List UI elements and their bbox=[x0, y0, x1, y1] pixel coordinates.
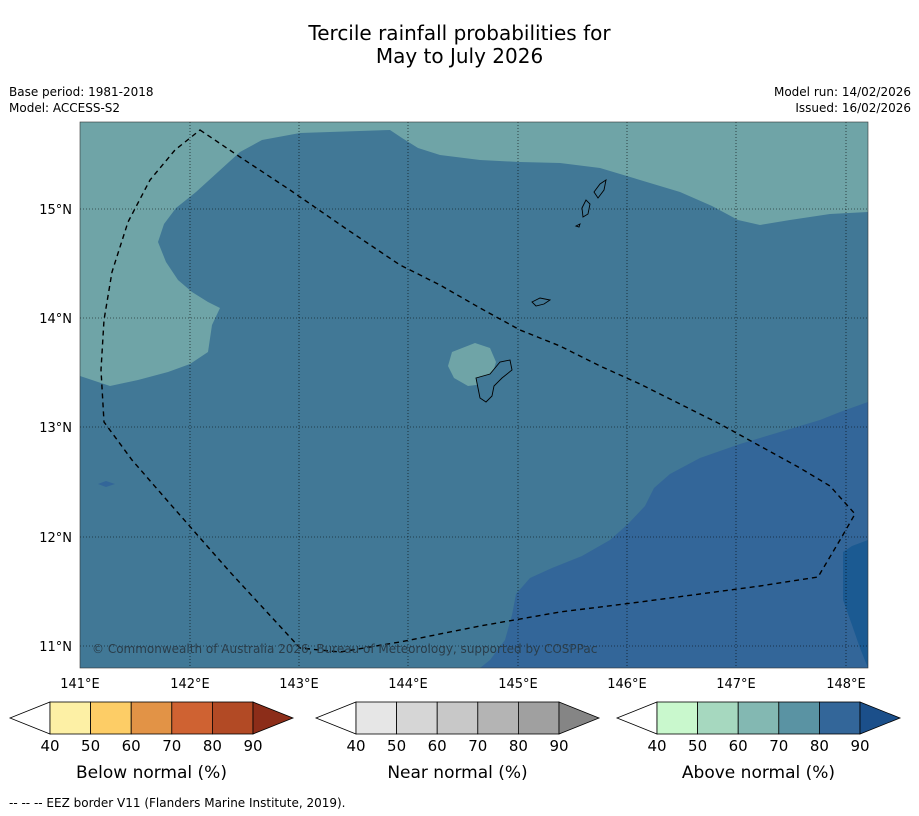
colorbar-tick-label: 60 bbox=[428, 737, 447, 755]
colorbar-segment bbox=[90, 701, 132, 735]
colorbar-tick-label: 80 bbox=[203, 737, 222, 755]
lon-label: 141°E bbox=[60, 677, 100, 692]
lon-label: 147°E bbox=[716, 677, 756, 692]
rota-island bbox=[531, 297, 552, 307]
issued-date: Issued: 16/02/2026 bbox=[795, 101, 911, 115]
lat-labels: 15°N 14°N 13°N 12°N 11°N bbox=[39, 203, 72, 655]
tinian-island bbox=[581, 199, 591, 218]
colorbar-segment bbox=[211, 701, 254, 735]
colorbar-tick-label: 70 bbox=[769, 737, 788, 755]
gridlines bbox=[80, 122, 868, 668]
colorbar-tick-label: 80 bbox=[509, 737, 528, 755]
chart-title: Tercile rainfall probabilities for May t… bbox=[0, 22, 919, 68]
colorbar-tick-label: 90 bbox=[549, 737, 568, 755]
colorbar-tick-label: 90 bbox=[850, 737, 869, 755]
lon-label: 145°E bbox=[498, 677, 538, 692]
meta-right: Model run: 14/02/2026 Issued: 16/02/2026 bbox=[774, 84, 911, 116]
probability-map: © Commonwealth of Australia 2026, Bureau… bbox=[80, 122, 868, 668]
colorbar-extend-low bbox=[615, 701, 658, 735]
colorbar-tick-label: 70 bbox=[162, 737, 181, 755]
colorbar-segment bbox=[656, 701, 698, 735]
lat-label: 11°N bbox=[39, 640, 72, 655]
title-line-2: May to July 2026 bbox=[375, 44, 544, 68]
islands bbox=[475, 179, 607, 403]
colorbar-extend-low bbox=[314, 701, 357, 735]
base-period: Base period: 1981-2018 bbox=[9, 85, 154, 99]
region-above-90 bbox=[843, 540, 868, 668]
title-line-1: Tercile rainfall probabilities for bbox=[308, 21, 611, 45]
region-small-patch bbox=[98, 481, 115, 487]
meta-left: Base period: 1981-2018 Model: ACCESS-S2 bbox=[9, 84, 154, 116]
region-above-80-90 bbox=[480, 402, 868, 668]
colorbar-tick-label: 60 bbox=[122, 737, 141, 755]
colorbar-tick-label: 50 bbox=[387, 737, 406, 755]
colorbar-segment bbox=[49, 701, 91, 735]
colorbar-tick-label: 50 bbox=[81, 737, 100, 755]
colorbar-label: Above normal (%) bbox=[682, 763, 835, 783]
lon-label: 143°E bbox=[279, 677, 319, 692]
guam-island bbox=[475, 359, 513, 403]
colorbar-tick-label: 90 bbox=[243, 737, 262, 755]
lat-label: 14°N bbox=[39, 312, 72, 327]
colorbars: 40 50 60 70 80 90 Below normal (%) 40 50 60 70 80 90… bbox=[8, 701, 902, 783]
colorbar-tick-label: 60 bbox=[729, 737, 748, 755]
colorbar-tick-label: 40 bbox=[346, 737, 365, 755]
colorbar-segment bbox=[778, 701, 820, 735]
colorbar-tick-label: 40 bbox=[40, 737, 59, 755]
colorbar-segment bbox=[518, 701, 560, 735]
colorbar-segment bbox=[355, 701, 397, 735]
lat-label: 12°N bbox=[39, 531, 72, 546]
lat-label: 15°N bbox=[39, 203, 72, 218]
colorbar-segment bbox=[171, 701, 213, 735]
colorbar-label: Below normal (%) bbox=[76, 763, 227, 783]
colorbar-segment bbox=[396, 701, 438, 735]
eez-border bbox=[100, 129, 856, 653]
colorbar: 40 50 60 70 80 90 Above normal (%) bbox=[615, 701, 902, 783]
copyright-text: © Commonwealth of Australia 2026, Bureau… bbox=[92, 642, 597, 656]
lon-label: 148°E bbox=[826, 677, 866, 692]
lat-label: 13°N bbox=[39, 421, 72, 436]
colorbar-extend-low bbox=[8, 701, 51, 735]
lon-label: 146°E bbox=[607, 677, 647, 692]
colorbar-segment bbox=[130, 701, 173, 735]
colorbar-segment bbox=[819, 701, 861, 735]
colorbar-tick-label: 80 bbox=[810, 737, 829, 755]
colorbar-segment bbox=[436, 701, 479, 735]
map-frame bbox=[79, 121, 869, 669]
colorbar-tick-label: 50 bbox=[688, 737, 707, 755]
region-above-60-70-north bbox=[80, 122, 868, 386]
saipan-island bbox=[593, 179, 607, 199]
colorbar-extend-high bbox=[558, 701, 601, 735]
colorbar-segment bbox=[697, 701, 739, 735]
colorbar-tick-label: 70 bbox=[468, 737, 487, 755]
lon-labels: 141°E 142°E 143°E 144°E 145°E 146°E 147°… bbox=[60, 677, 866, 692]
colorbar-extend-high bbox=[252, 701, 295, 735]
colorbar-segment bbox=[737, 701, 780, 735]
colorbar-tick-label: 40 bbox=[647, 737, 666, 755]
colorbar: 40 50 60 70 80 90 Near normal (%) bbox=[314, 701, 601, 783]
colorbar-extend-high bbox=[859, 701, 902, 735]
lon-label: 144°E bbox=[388, 677, 428, 692]
colorbar-segment bbox=[477, 701, 519, 735]
model-run: Model run: 14/02/2026 bbox=[773, 85, 911, 99]
aguijan-island bbox=[574, 223, 581, 228]
model-name: Model: ACCESS-S2 bbox=[9, 101, 121, 115]
eez-footnote: -- -- -- EEZ border V11 (Flanders Marine… bbox=[9, 796, 346, 810]
colorbar-label: Near normal (%) bbox=[387, 763, 527, 783]
colorbar: 40 50 60 70 80 90 Below normal (%) bbox=[8, 701, 295, 783]
lon-label: 142°E bbox=[170, 677, 210, 692]
